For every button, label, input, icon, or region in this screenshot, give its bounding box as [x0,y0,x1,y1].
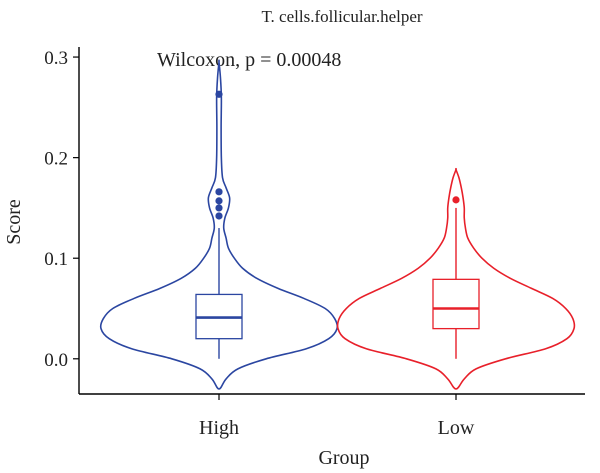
violin-high [99,59,339,390]
plot-area [99,59,576,390]
outlier-point-high [215,90,223,98]
violin-low [336,167,576,390]
outlier-point-high [215,204,223,212]
y-axis-title: Score [3,199,25,245]
x-tick-label-high: High [199,417,239,439]
y-axis-ticks: 0.0 0.1 0.2 0.3 [44,48,79,371]
group-high [99,59,339,390]
x-axis-ticks: High Low [199,394,475,439]
y-tick-label: 0.2 [44,149,68,170]
chart-title: T. cells.follicular.helper [261,7,422,26]
outlier-point-high [215,188,223,196]
y-tick-label: 0.1 [44,249,68,270]
outlier-point-high [215,197,223,205]
y-tick-label: 0.0 [44,350,68,371]
group-low [336,167,576,390]
box-low [432,278,480,330]
x-axis-title: Group [318,447,369,469]
outlier-point-low [452,196,460,204]
x-tick-label-low: Low [438,417,475,439]
y-tick-label: 0.3 [44,48,68,69]
wilcoxon-annotation: Wilcoxon, p = 0.00048 [157,49,341,71]
outlier-point-high [215,212,223,220]
